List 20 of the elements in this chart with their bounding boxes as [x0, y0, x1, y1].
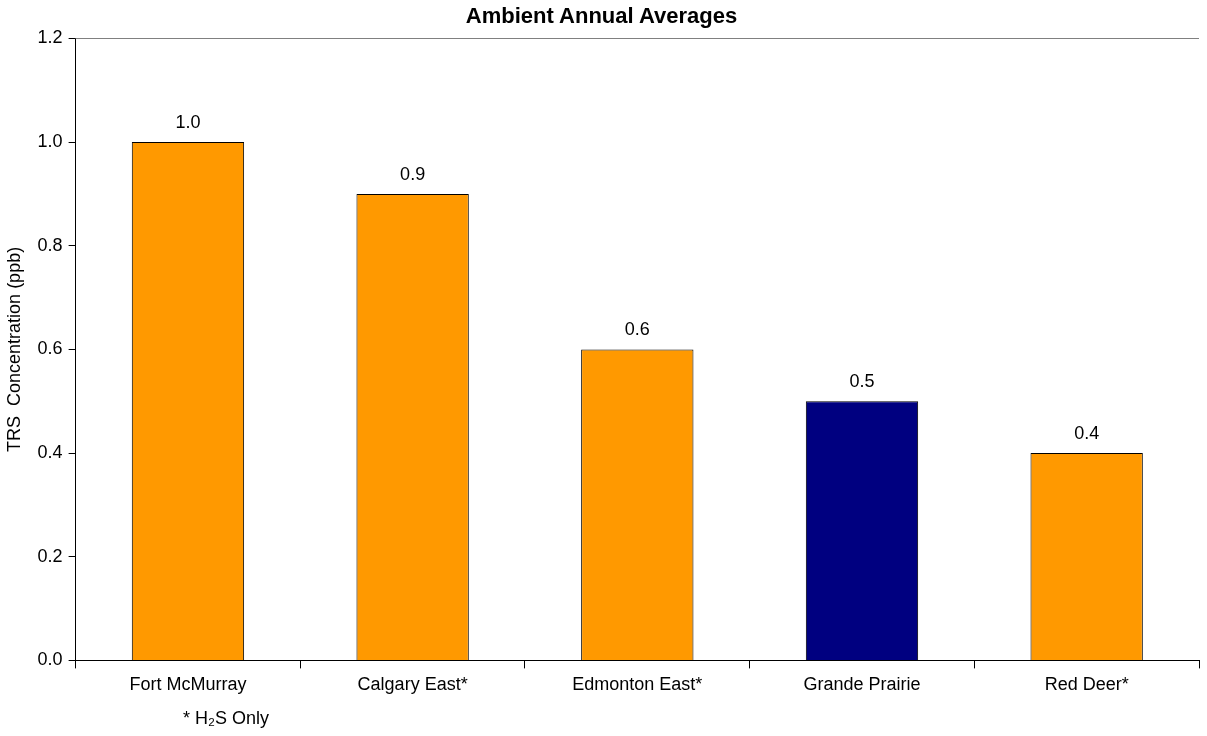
chart-title: Ambient Annual Averages — [465, 3, 738, 29]
x-tick-label: Red Deer* — [1044, 674, 1129, 695]
x-tick-label: Calgary East* — [357, 674, 468, 695]
y-tick-label: 1.0 — [37, 131, 63, 152]
data-label: 0.5 — [849, 371, 875, 392]
text: * H₂S Only — [182, 707, 269, 728]
y-tick-label: 0.0 — [37, 649, 63, 670]
x-tick-label: Edmonton East* — [572, 674, 703, 695]
data-label: 0.4 — [1074, 423, 1100, 444]
data-label: 0.9 — [400, 163, 426, 184]
y-axis-title: TRS Concentration (ppb) — [3, 246, 24, 452]
x-tick-label: Fort McMurray — [129, 674, 247, 695]
data-label: 1.0 — [175, 112, 201, 133]
y-tick-label: 0.4 — [37, 442, 63, 463]
y-tick-label: 1.2 — [37, 27, 63, 48]
y-tick-label: 0.8 — [37, 234, 63, 255]
y-tick-label: 0.2 — [37, 545, 63, 566]
y-tick-label: 0.6 — [37, 338, 63, 359]
x-tick-label: Grande Prairie — [803, 674, 921, 695]
data-label: 0.6 — [624, 319, 650, 340]
